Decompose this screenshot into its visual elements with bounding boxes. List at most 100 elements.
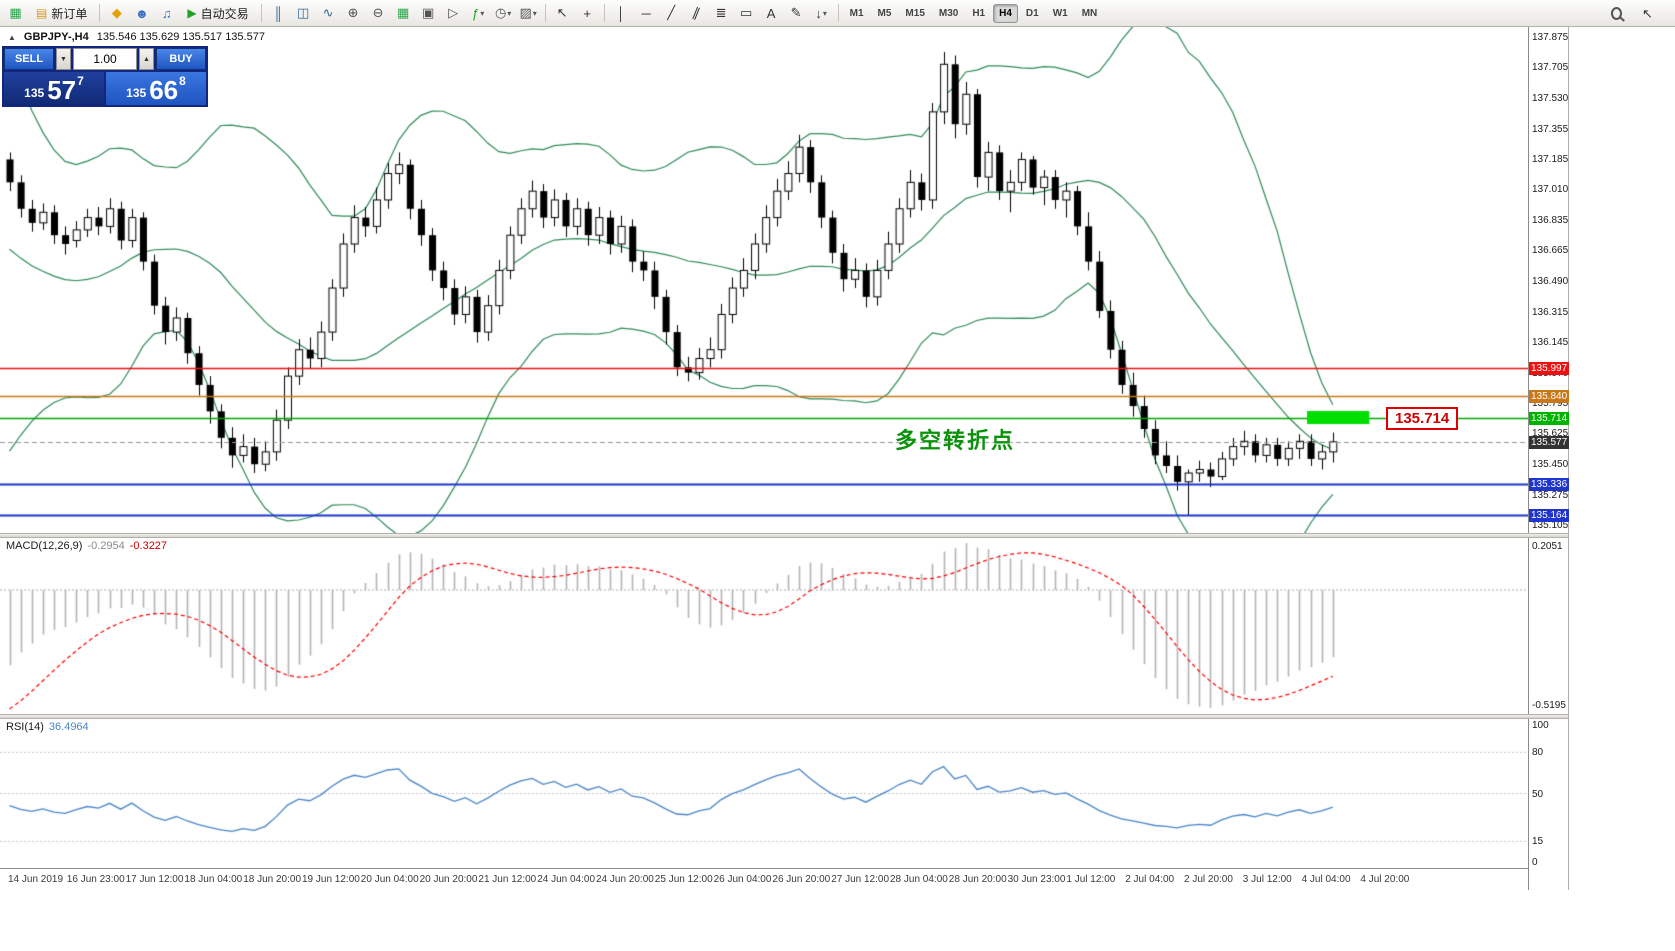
macd-axis-max: 0.2051 <box>1532 541 1563 552</box>
profile-icon[interactable]: ☻ <box>130 3 153 24</box>
crosshair-icon[interactable]: + <box>576 3 599 24</box>
equidistant-channel-icon[interactable]: ∥ <box>685 3 708 24</box>
rsi-indicator-canvas[interactable] <box>0 719 1528 868</box>
shapes-icon[interactable]: ▭ <box>735 3 758 24</box>
timeframe-d1[interactable]: D1 <box>1020 4 1045 23</box>
horizontal-line-icon[interactable]: ─ <box>635 3 658 24</box>
timeframe-m15[interactable]: M15 <box>899 4 930 23</box>
rsi-axis-tick: 100 <box>1532 720 1549 731</box>
trendline-icon[interactable]: ╱ <box>660 3 683 24</box>
chevron-down-icon: ▾ <box>507 8 512 18</box>
timeframe-m30[interactable]: M30 <box>933 4 964 23</box>
time-axis-label: 21 Jun 12:00 <box>478 874 537 885</box>
sell-price-pips: 57 <box>47 75 77 105</box>
time-axis-label: 18 Jun 04:00 <box>184 874 243 885</box>
new-order-button[interactable]: ▤ 新订单 <box>29 3 94 24</box>
zoom-in-icon[interactable]: ⊕ <box>342 3 365 24</box>
time-axis-label: 24 Jun 04:00 <box>537 874 596 885</box>
timeframe-w1[interactable]: W1 <box>1047 4 1074 23</box>
sell-price-point: 7 <box>77 74 84 88</box>
price-axis-tick: 137.875 <box>1532 32 1569 43</box>
price-axis-tick: 135.275 <box>1532 490 1569 502</box>
chevron-down-icon: ▾ <box>532 8 537 18</box>
main-toolbar: ▦ ▤ 新订单 ◆ ☻ ♫ ▶ 自动交易 ║ ◫ ∿ ⊕ ⊖ ▦ ▣ ▷ ƒ ▾ ◷ ▾ ▨ ▾ ↖ + │ ─ ╱ ∥ ≣ ▭ A ✎ ↓ ▾ M… <box>0 0 1675 27</box>
arrange-windows-icon[interactable]: ▣ <box>417 3 440 24</box>
time-axis-label: 28 Jun 04:00 <box>890 874 948 885</box>
chart-window: ▲ GBPJPY-,H4 135.546 135.629 135.517 135… <box>0 27 1570 891</box>
autotrade-button-label: 自动交易 <box>200 6 249 21</box>
buy-price-major: 135 <box>126 86 147 100</box>
toolbar-separator <box>544 4 546 22</box>
panel-splitter[interactable] <box>0 533 1568 538</box>
sound-icon[interactable]: ♫ <box>155 3 178 24</box>
text-icon[interactable]: A <box>760 3 783 24</box>
chart-text-annotation[interactable]: 多空转折点 <box>895 428 1016 453</box>
timeframe-mn[interactable]: MN <box>1076 4 1104 23</box>
time-axis-label: 28 Jun 20:00 <box>948 874 1007 885</box>
toolbar-right-group: ↖ <box>1605 0 1675 27</box>
candlestick-chart-icon[interactable]: ◫ <box>292 3 315 24</box>
time-axis-label: 27 Jun 12:00 <box>831 874 890 885</box>
volume-input[interactable] <box>73 48 137 70</box>
price-scale[interactable]: 137.875 137.705 137.530 137.355 137.185 137.0… <box>1528 27 1570 890</box>
search-icon[interactable] <box>1605 3 1628 24</box>
time-axis-label: 20 Jun 20:00 <box>419 874 478 885</box>
time-axis-label: 19 Jun 12:00 <box>302 874 360 885</box>
macd-indicator-canvas[interactable] <box>0 538 1528 714</box>
indicators-dropdown[interactable]: ƒ ▾ <box>467 3 490 24</box>
text-label-icon[interactable]: ✎ <box>785 3 808 24</box>
sell-price-button[interactable]: 135 57 7 <box>4 72 104 105</box>
price-callout-label[interactable]: 135.714 <box>1386 407 1459 430</box>
buy-button[interactable]: BUY <box>156 48 206 70</box>
line-chart-icon[interactable]: ∿ <box>317 3 340 24</box>
price-axis-tick: 135.450 <box>1532 459 1569 471</box>
price-axis-tick: 135.625 <box>1532 428 1569 440</box>
symbol-info: ▲ GBPJPY-,H4 135.546 135.629 135.517 135… <box>8 31 265 43</box>
one-click-collapse-icon[interactable]: ▲ <box>8 32 16 42</box>
timeframe-m1[interactable]: M1 <box>844 4 870 23</box>
price-axis-tick: 137.010 <box>1532 184 1569 196</box>
autotrade-button[interactable]: ▶ 自动交易 <box>180 3 255 24</box>
fibonacci-icon[interactable]: ≣ <box>710 3 733 24</box>
price-axis-tick: 136.835 <box>1532 215 1569 227</box>
tile-windows-icon[interactable]: ▦ <box>392 3 415 24</box>
price-axis-tick: 136.665 <box>1532 245 1569 257</box>
time-axis-label: 1 Jul 12:00 <box>1066 874 1116 885</box>
alerts-icon[interactable]: ◆ <box>105 3 128 24</box>
one-click-trade-panel: SELL ▼ ▲ BUY 135 57 7 135 66 8 <box>2 46 208 107</box>
zoom-out-icon[interactable]: ⊖ <box>367 3 390 24</box>
price-badge: 135.714 <box>1529 411 1570 425</box>
sell-button[interactable]: SELL <box>4 48 54 70</box>
volume-decrease-button[interactable]: ▼ <box>56 48 71 70</box>
time-axis-label: 26 Jun 04:00 <box>713 874 772 885</box>
price-axis-tick: 136.315 <box>1532 306 1569 318</box>
macd-axis-min: -0.5195 <box>1532 700 1566 711</box>
buy-price-button[interactable]: 135 66 8 <box>106 72 206 105</box>
price-badge: 135.164 <box>1529 508 1570 522</box>
chart-shift-icon[interactable]: ▷ <box>442 3 465 24</box>
main-chart-canvas[interactable] <box>0 27 1528 533</box>
quick-cursor-icon[interactable]: ↖ <box>1636 3 1659 24</box>
timeframe-h4[interactable]: H4 <box>993 3 1018 23</box>
time-axis[interactable]: 14 Jun 2019 16 Jun 23:00 17 Jun 12:00 18 Ju… <box>0 868 1528 891</box>
price-badge: 135.336 <box>1529 478 1570 492</box>
cursor-icon[interactable]: ↖ <box>551 3 574 24</box>
arrows-dropdown[interactable]: ↓ ▾ <box>810 3 833 24</box>
buy-price-pips: 66 <box>149 75 179 105</box>
time-axis-label: 25 Jun 12:00 <box>654 874 713 885</box>
vertical-line-icon[interactable]: │ <box>610 3 633 24</box>
timeframe-m5[interactable]: M5 <box>872 4 898 23</box>
periods-dropdown[interactable]: ◷ ▾ <box>492 3 515 24</box>
time-axis-label: 26 Jun 20:00 <box>772 874 831 885</box>
volume-increase-button[interactable]: ▲ <box>139 48 154 70</box>
panel-splitter[interactable] <box>0 714 1568 719</box>
templates-dropdown[interactable]: ▨ ▾ <box>517 3 540 24</box>
time-axis-label: 14 Jun 2019 <box>8 874 64 885</box>
chart-window-icon[interactable]: ▦ <box>4 3 27 24</box>
rsi-axis-tick: 15 <box>1532 836 1544 848</box>
time-axis-label: 20 Jun 04:00 <box>360 874 419 885</box>
price-axis-tick: 135.795 <box>1532 398 1569 410</box>
timeframe-h1[interactable]: H1 <box>966 4 991 23</box>
bar-chart-icon[interactable]: ║ <box>267 3 290 24</box>
price-badge: 135.577 <box>1529 435 1570 449</box>
